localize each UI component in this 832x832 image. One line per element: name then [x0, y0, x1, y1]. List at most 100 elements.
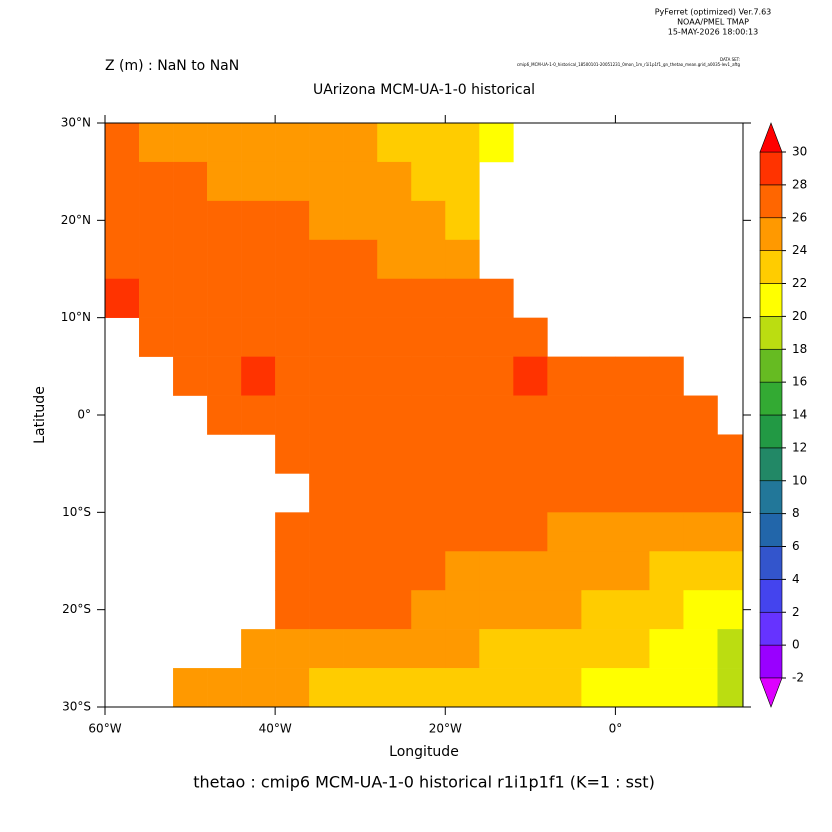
- cell: [547, 668, 582, 708]
- cell: [411, 512, 446, 552]
- colorbar-label: 2: [792, 605, 800, 619]
- colorbar-bin: [759, 316, 783, 350]
- cell: [309, 317, 344, 357]
- cell: [309, 356, 344, 396]
- cell: [513, 590, 548, 630]
- y-axis-label: Latitude: [32, 386, 48, 444]
- cell: [615, 356, 650, 396]
- cell: [343, 434, 378, 474]
- colorbar-bin: [759, 250, 783, 284]
- cell: [241, 123, 276, 163]
- cell: [411, 590, 446, 630]
- colorbar-label: 24: [792, 243, 807, 257]
- cell: [309, 551, 344, 591]
- cell: [445, 317, 480, 357]
- cell: [309, 123, 344, 163]
- cell: [411, 668, 446, 708]
- cell: [377, 123, 412, 163]
- cell: [411, 356, 446, 396]
- cell: [309, 473, 344, 513]
- cell: [479, 395, 514, 435]
- cell: [581, 551, 616, 591]
- colorbar-label: 10: [792, 473, 807, 487]
- cell: [105, 239, 140, 280]
- cell: [207, 278, 242, 318]
- cell: [445, 200, 480, 241]
- colorbar-bin: [759, 348, 783, 383]
- cell: [479, 590, 514, 630]
- cell: [275, 512, 310, 552]
- cell: [513, 668, 548, 708]
- x-tick-label: 40°W: [259, 722, 292, 736]
- cell: [615, 590, 650, 630]
- cell: [581, 356, 616, 396]
- cell: [275, 551, 310, 591]
- cell: [479, 356, 514, 396]
- program: PyFerret (optimized) Ver.7.63: [655, 8, 772, 17]
- y-tick-label: 10°N: [61, 310, 91, 324]
- cell: [309, 200, 344, 241]
- cell: [411, 395, 446, 435]
- cell: [683, 512, 718, 552]
- colorbar-label: 28: [792, 177, 807, 191]
- cell: [411, 434, 446, 474]
- cell: [343, 123, 378, 163]
- colorbar-label: 12: [792, 440, 807, 454]
- cell: [139, 239, 174, 280]
- cell: [343, 239, 378, 280]
- cell: [275, 590, 310, 630]
- colorbar-bin: [759, 579, 783, 613]
- colorbar-under: [759, 677, 783, 708]
- cell: [615, 551, 650, 591]
- cell: [343, 317, 378, 357]
- cell: [411, 551, 446, 591]
- cell: [445, 161, 480, 202]
- cell: [717, 590, 744, 630]
- colorbar-label: 16: [792, 375, 807, 389]
- cell: [105, 200, 140, 241]
- cell: [683, 551, 718, 591]
- cell: [615, 434, 650, 474]
- y-tick-label: 10°S: [62, 505, 91, 519]
- cell: [241, 395, 276, 435]
- cell: [309, 590, 344, 630]
- cell: [343, 668, 378, 708]
- cell: [173, 239, 208, 280]
- cell: [479, 551, 514, 591]
- cell: [547, 551, 582, 591]
- cell: [275, 239, 310, 280]
- colorbar-bin: [759, 480, 783, 514]
- cell: [139, 123, 174, 163]
- cell: [207, 668, 242, 708]
- cell: [513, 473, 548, 513]
- cell: [377, 239, 412, 280]
- cell: [309, 278, 344, 318]
- cell: [207, 395, 242, 435]
- cell: [173, 161, 208, 202]
- cell: [411, 473, 446, 513]
- cell: [275, 395, 310, 435]
- cell: [479, 317, 514, 357]
- colorbar-label: -2: [792, 671, 804, 685]
- cell: [377, 590, 412, 630]
- cell: [445, 473, 480, 513]
- cell: [241, 356, 276, 396]
- cell: [717, 668, 744, 708]
- colorbar-bin: [759, 644, 783, 679]
- cell: [173, 317, 208, 357]
- cell: [377, 356, 412, 396]
- colorbar-bin: [759, 513, 783, 547]
- cell: [207, 356, 242, 396]
- cell: [513, 317, 548, 357]
- colorbar-label: 14: [792, 408, 807, 422]
- cell: [649, 395, 684, 435]
- x-tick-label: 60°W: [88, 722, 121, 736]
- cell: [649, 551, 684, 591]
- cell: [241, 200, 276, 241]
- cell: [513, 434, 548, 474]
- cell: [207, 200, 242, 241]
- colorbar-bin: [759, 546, 783, 580]
- cell: [547, 512, 582, 552]
- colorbar-bin: [759, 151, 783, 186]
- cell: [139, 161, 174, 202]
